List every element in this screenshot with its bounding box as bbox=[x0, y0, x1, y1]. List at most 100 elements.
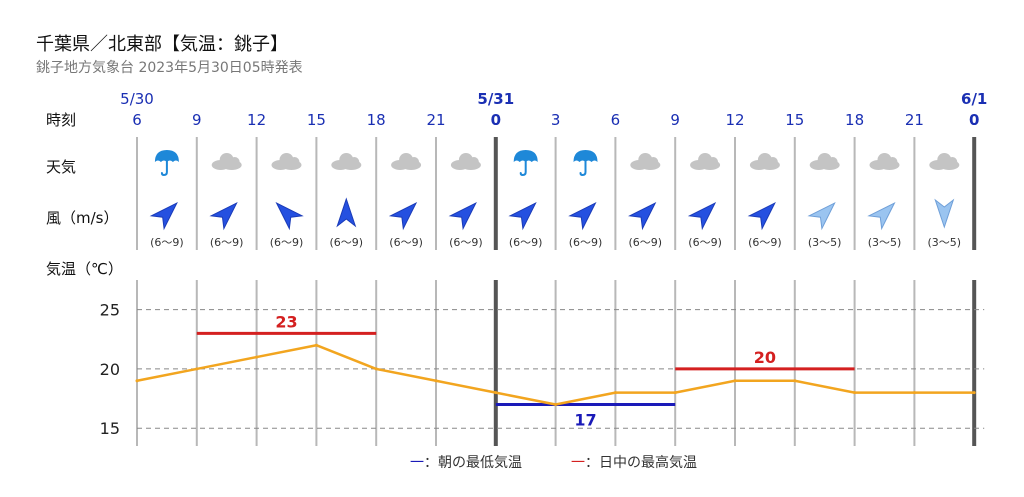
wind-speed-label: (6～9) bbox=[449, 236, 483, 249]
hour-tick-label: 9 bbox=[670, 111, 680, 129]
wind-arrow-icon bbox=[934, 198, 955, 229]
hour-tick-label: 21 bbox=[426, 111, 445, 129]
temperature-point bbox=[374, 367, 378, 371]
y-tick-label: 25 bbox=[100, 301, 120, 320]
wind-speed-label: (6～9) bbox=[748, 236, 782, 249]
wind-arrow-icon bbox=[388, 201, 418, 231]
temperature-point bbox=[733, 379, 737, 383]
page-title: 千葉県／北東部【気温：銚子】 bbox=[36, 34, 288, 55]
temperature-point bbox=[195, 367, 199, 371]
wind-arrow-icon bbox=[508, 201, 537, 231]
date-label: 5/31 bbox=[477, 90, 514, 108]
umbrella-icon bbox=[573, 150, 598, 177]
cloud-icon bbox=[869, 153, 900, 170]
wind-speed-label: (6～9) bbox=[688, 236, 722, 249]
wind-speed-label: (6～9) bbox=[150, 236, 184, 249]
umbrella-icon bbox=[513, 150, 538, 177]
cloud-part bbox=[648, 157, 659, 167]
temperature-point bbox=[853, 391, 857, 395]
wind-arrow-shape bbox=[867, 201, 896, 231]
cloud-part bbox=[887, 157, 898, 167]
wind-arrow-shape bbox=[388, 201, 418, 231]
temperature-point bbox=[912, 391, 916, 395]
cloud-icon bbox=[630, 153, 661, 170]
wind-speed-label: (3～5) bbox=[928, 236, 962, 249]
temperature-point bbox=[255, 355, 259, 359]
wind-speed-label: (6～9) bbox=[629, 236, 663, 249]
hour-tick-label: 3 bbox=[551, 111, 561, 129]
hour-tick-label: 15 bbox=[307, 111, 326, 129]
cloud-part bbox=[767, 157, 778, 167]
temperature-point bbox=[554, 403, 558, 406]
cloud-icon bbox=[749, 153, 780, 170]
max-temp-label: 23 bbox=[275, 312, 297, 331]
wind-arrow-icon bbox=[336, 197, 357, 228]
umbrella-handle bbox=[579, 160, 587, 177]
cloud-icon bbox=[809, 153, 840, 170]
temperature-point bbox=[673, 391, 677, 395]
row-label-weather: 天気 bbox=[46, 158, 76, 176]
hour-tick-label: 6 bbox=[132, 111, 142, 129]
hour-tick-label: 0 bbox=[969, 111, 979, 129]
wind-arrow-shape bbox=[149, 201, 178, 231]
wind-arrow-icon bbox=[747, 201, 776, 231]
cloud-icon bbox=[929, 153, 960, 170]
wind-arrow-shape bbox=[934, 198, 955, 229]
umbrella-handle bbox=[519, 160, 527, 177]
cloud-part bbox=[349, 157, 360, 167]
hour-tick-label: 21 bbox=[905, 111, 924, 129]
cloud-part bbox=[289, 157, 300, 167]
cloud-part bbox=[409, 157, 420, 167]
wind-speed-label: (6～9) bbox=[509, 236, 543, 249]
row-label-temperature: 気温（℃） bbox=[46, 260, 123, 278]
wind-arrow-shape bbox=[508, 201, 537, 231]
wind-arrow-icon bbox=[687, 201, 717, 231]
legend-swatch: 一 bbox=[410, 455, 424, 471]
hour-tick-label: 0 bbox=[491, 111, 501, 129]
temperature-point bbox=[494, 391, 498, 395]
temperature-point bbox=[314, 343, 318, 347]
hour-tick-label: 12 bbox=[725, 111, 744, 129]
wind-arrow-icon bbox=[867, 201, 896, 231]
row-label-time: 時刻 bbox=[46, 111, 76, 129]
wind-arrow-shape bbox=[687, 201, 717, 231]
hour-tick-label: 18 bbox=[367, 111, 386, 129]
cloud-icon bbox=[450, 153, 481, 170]
wind-arrow-icon bbox=[448, 201, 477, 231]
hour-tick-label: 18 bbox=[845, 111, 864, 129]
cloud-icon bbox=[271, 153, 302, 170]
y-tick-label: 20 bbox=[100, 360, 120, 379]
umbrella-icon bbox=[154, 150, 179, 177]
legend-text: ：日中の最高気温 bbox=[585, 454, 697, 471]
temperature-point bbox=[135, 379, 139, 383]
umbrella-canopy bbox=[573, 150, 598, 162]
cloud-part bbox=[468, 157, 479, 167]
page-subtitle: 銚子地方気象台 2023年5月30日05時発表 bbox=[36, 60, 303, 76]
wind-speed-label: (3～5) bbox=[808, 236, 842, 249]
hour-tick-label: 9 bbox=[192, 111, 202, 129]
cloud-part bbox=[947, 157, 958, 167]
wind-arrow-icon bbox=[149, 201, 178, 231]
legend-swatch: 一 bbox=[571, 455, 585, 471]
umbrella-canopy bbox=[513, 150, 538, 162]
umbrella-canopy bbox=[154, 150, 179, 162]
hour-tick-label: 6 bbox=[611, 111, 621, 129]
wind-arrow-shape bbox=[568, 201, 597, 231]
wind-arrow-shape bbox=[448, 201, 477, 231]
wind-arrow-icon bbox=[209, 201, 238, 231]
date-label: 5/30 bbox=[120, 90, 154, 108]
temperature-point bbox=[613, 391, 617, 395]
wind-arrow-icon bbox=[628, 201, 657, 231]
wind-arrow-shape bbox=[747, 201, 776, 231]
cloud-part bbox=[827, 157, 838, 167]
cloud-icon bbox=[690, 153, 721, 170]
wind-arrow-icon bbox=[275, 201, 304, 231]
legend-min-temp: 一：朝の最低気温 bbox=[410, 455, 522, 471]
wind-speed-label: (6～9) bbox=[210, 236, 244, 249]
cloud-icon bbox=[391, 153, 422, 170]
cloud-part bbox=[229, 157, 240, 167]
hour-tick-label: 15 bbox=[785, 111, 804, 129]
wind-arrow-icon bbox=[568, 201, 597, 231]
wind-arrow-shape bbox=[628, 201, 657, 231]
